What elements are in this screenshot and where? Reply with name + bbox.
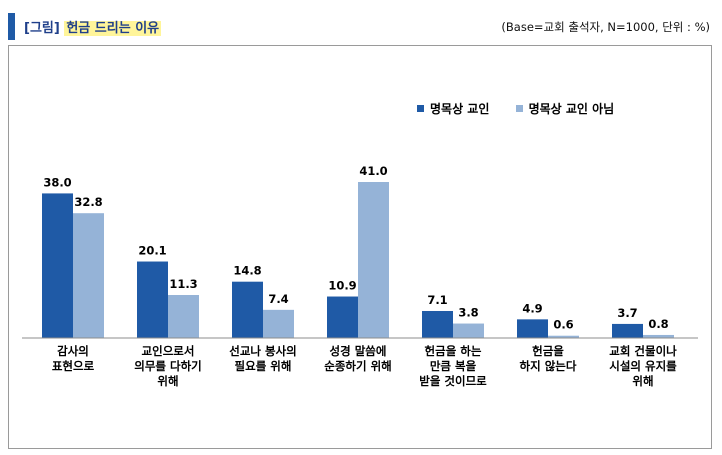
bar-nominal-3 <box>327 296 358 338</box>
category-label-line: 위해 <box>632 374 654 388</box>
category-label-line: 성경 말씀에 <box>329 344 387 358</box>
legend-swatch-nominal <box>417 105 424 112</box>
category-label-line: 시설의 유지를 <box>609 359 677 373</box>
bar-not-nominal-4 <box>453 323 484 338</box>
category-label-line: 순종하기 위해 <box>324 359 392 373</box>
bar-nominal-5 <box>517 319 548 338</box>
figure-title-text: 헌금 드리는 이유 <box>64 21 162 36</box>
legend-label-not-nominal: 명목상 교인 아님 <box>528 102 615 116</box>
bar-nominal-4 <box>422 310 453 338</box>
bar-nominal-6 <box>612 323 643 338</box>
legend: 명목상 교인 명목상 교인 아님 <box>417 100 636 117</box>
category-label-line: 헌금을 <box>532 344 564 358</box>
bar-nominal-2 <box>232 281 263 338</box>
category-label-1: 교인으로서 의무를 다하기 위해 <box>120 344 216 389</box>
bar-nominal-1 <box>137 261 168 338</box>
category-label-line: 하지 않는다 <box>519 359 577 373</box>
figure-header: [그림] 헌금 드리는 이유 (Base=교회 출석자, N=1000, 단위 … <box>8 10 714 44</box>
category-label-line: 의무를 다하기 <box>134 359 202 373</box>
category-label-line: 헌금을 하는 <box>424 344 482 358</box>
bar-not-nominal-0 <box>73 213 104 338</box>
bar-not-nominal-6 <box>643 334 674 338</box>
data-label-nominal-3: 10.9 <box>328 279 356 293</box>
data-label-nominal-5: 4.9 <box>522 301 542 315</box>
legend-item-not-nominal: 명목상 교인 아님 <box>515 100 615 117</box>
data-label-nominal-6: 3.7 <box>617 306 637 320</box>
bar-nominal-0 <box>42 193 73 338</box>
category-label-line: 교인으로서 <box>141 344 195 358</box>
category-label-line: 만큼 복을 <box>429 359 477 373</box>
data-label-nominal-4: 7.1 <box>427 293 447 307</box>
data-label-nominal-0: 38.0 <box>43 175 71 189</box>
category-label-2: 선교나 봉사의 필요를 위해 <box>215 344 311 374</box>
data-label-not-nominal-6: 0.8 <box>648 317 668 331</box>
data-label-not-nominal-4: 3.8 <box>458 306 478 320</box>
figure-title: [그림] 헌금 드리는 이유 <box>24 17 162 36</box>
figure-prefix: [그림] <box>24 21 60 36</box>
category-label-line: 표현으로 <box>51 359 95 373</box>
category-label-6: 교회 건물이나 시설의 유지를 위해 <box>595 344 691 389</box>
category-label-5: 헌금을 하지 않는다 <box>500 344 596 374</box>
category-label-4: 헌금을 하는 만큼 복을 받을 것이므로 <box>405 344 501 389</box>
data-label-nominal-1: 20.1 <box>138 244 166 258</box>
legend-label-nominal: 명목상 교인 <box>430 102 490 116</box>
category-label-0: 감사의 표현으로 <box>25 344 121 374</box>
legend-item-nominal: 명목상 교인 <box>417 100 489 117</box>
data-label-not-nominal-3: 41.0 <box>359 164 387 178</box>
bar-not-nominal-5 <box>548 335 579 338</box>
bar-not-nominal-2 <box>263 309 294 338</box>
bar-not-nominal-3 <box>358 182 389 338</box>
base-note: (Base=교회 출석자, N=1000, 단위 : %) <box>501 20 710 34</box>
bar-not-nominal-1 <box>168 295 199 338</box>
category-label-line: 위해 <box>157 374 179 388</box>
data-label-nominal-2: 14.8 <box>233 264 261 278</box>
legend-swatch-not-nominal <box>515 105 523 112</box>
header-accent-bar <box>8 13 15 40</box>
data-label-not-nominal-1: 11.3 <box>169 277 197 291</box>
category-label-line: 감사의 <box>57 344 89 358</box>
category-label-3: 성경 말씀에 순종하기 위해 <box>310 344 406 374</box>
category-label-line: 필요를 위해 <box>234 359 292 373</box>
data-label-not-nominal-5: 0.6 <box>553 318 573 332</box>
chart-frame <box>8 45 712 449</box>
data-label-not-nominal-0: 32.8 <box>74 195 102 209</box>
data-label-not-nominal-2: 7.4 <box>268 292 288 306</box>
category-label-line: 선교나 봉사의 <box>229 344 297 358</box>
category-label-line: 받을 것이므로 <box>419 374 487 388</box>
category-label-line: 교회 건물이나 <box>609 344 677 358</box>
